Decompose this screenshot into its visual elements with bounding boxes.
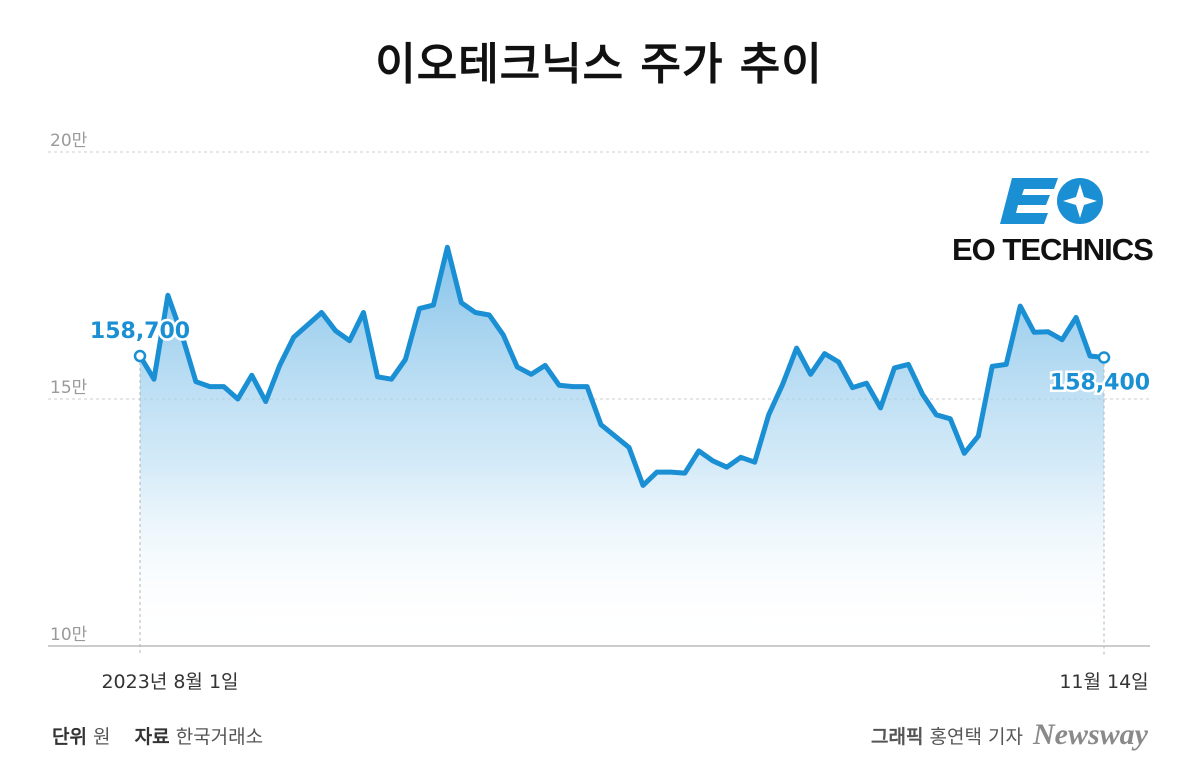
eo-technics-logo-icon [1000,178,1103,224]
data-point [1097,351,1111,364]
data-label: 158,700 [90,319,190,344]
unit-value: 원 [93,726,111,748]
footer-credit: 그래픽 홍연택 기자 Newsway [871,718,1148,752]
source-value: 한국거래소 [175,726,264,748]
x-tick-label: 11월 14일 [1059,671,1148,693]
credit-value: 홍연택 기자 [929,725,1023,748]
data-label-halo: 158,700 [90,319,190,344]
y-tick-label: 15만 [50,378,88,398]
price-line [137,244,1107,488]
y-tick-label: 10만 [50,625,88,645]
y-tick-label: 20만 [50,131,88,151]
footer-source: 단위 원 자료 한국거래소 [52,722,263,749]
point-markers [133,349,1111,364]
credit-label: 그래픽 [871,725,924,748]
price-area [140,247,1104,647]
data-point [133,349,147,363]
brand-logo: Newsway [1033,718,1148,751]
chart-title: 이오테크닉스 주가 추이 [375,39,823,90]
y-tick-labels: 20만 15만 10만 [50,131,88,645]
x-tick-label: 2023년 8월 1일 [101,671,238,693]
data-label: 158,400 [1050,371,1150,396]
data-label-halo: 158,400 [1050,371,1150,396]
source-label: 자료 [134,726,170,748]
x-tick-labels: 2023년 8월 1일 11월 14일 [101,671,1148,693]
logo-text: EO TECHNICS [952,232,1154,267]
unit-label: 단위 [52,726,87,748]
gridlines [48,151,1150,400]
drop-lines [139,356,1105,656]
